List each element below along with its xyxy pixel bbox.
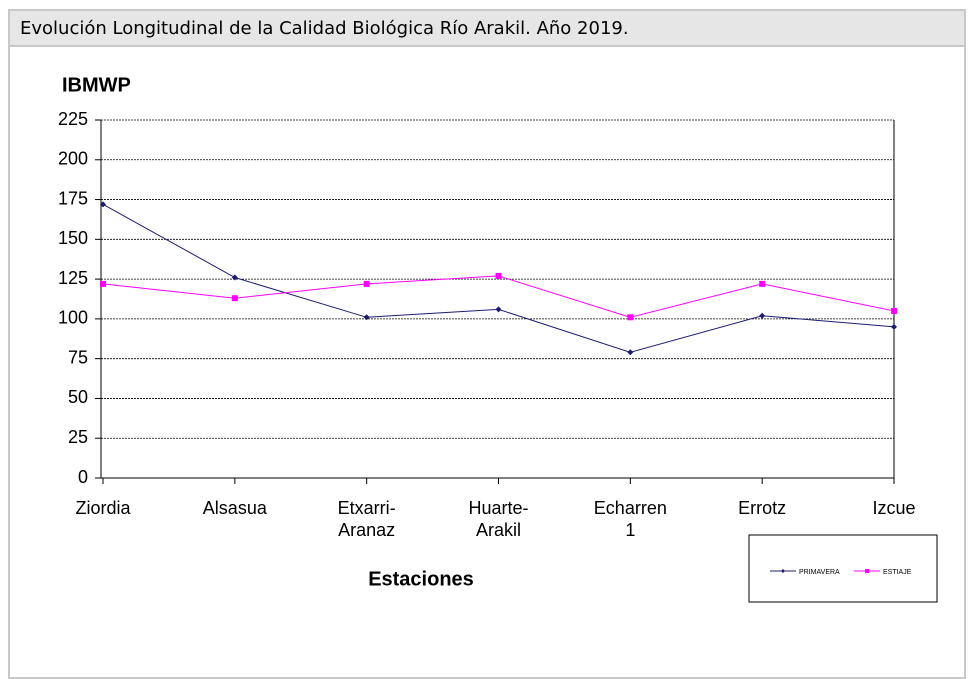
legend-label: PRIMAVERA	[799, 569, 840, 576]
marker	[759, 280, 766, 287]
legend-marker	[865, 569, 869, 573]
y-tick-label: 75	[68, 347, 88, 367]
x-tick-label: Ziordia	[75, 498, 131, 518]
legend-box	[748, 534, 938, 603]
marker	[495, 306, 502, 313]
y-tick-label: 200	[58, 149, 88, 169]
x-axis-title: Estaciones	[368, 568, 474, 590]
panel-header: Evolución Longitudinal de la Calidad Bio…	[10, 11, 964, 47]
x-tick-label: Etxarri- Aranaz	[337, 498, 396, 540]
y-tick-label: 50	[68, 387, 88, 407]
marker	[363, 314, 370, 321]
y-tick-label: 150	[58, 228, 88, 248]
legend-marker	[781, 569, 785, 573]
y-tick-label: 25	[68, 427, 88, 447]
marker	[100, 201, 106, 208]
legend-label: ESTIAJE	[883, 569, 912, 576]
x-tick-label: Huarte- Arakil	[468, 498, 529, 540]
y-tick-label: 100	[58, 308, 88, 328]
panel: Evolución Longitudinal de la Calidad Bio…	[8, 9, 966, 679]
marker	[363, 280, 370, 287]
x-tick-label: Errotz	[738, 498, 787, 518]
marker	[231, 295, 238, 302]
x-tick-label: Izcue	[872, 498, 916, 518]
y-tick-label: 125	[58, 268, 88, 288]
marker	[627, 314, 634, 321]
y-tick-label: 175	[58, 188, 88, 208]
marker	[627, 349, 634, 356]
marker	[231, 274, 238, 281]
marker	[891, 323, 897, 330]
x-tick-label: Echarren 1	[593, 498, 667, 540]
marker	[100, 280, 106, 287]
y-axis-title: IBMWP	[62, 74, 131, 96]
marker	[495, 272, 502, 279]
marker	[891, 307, 897, 314]
marker	[759, 312, 766, 319]
y-tick-label: 225	[58, 109, 88, 129]
y-tick-label: 0	[78, 467, 88, 487]
x-tick-label: Alsasua	[202, 498, 267, 518]
